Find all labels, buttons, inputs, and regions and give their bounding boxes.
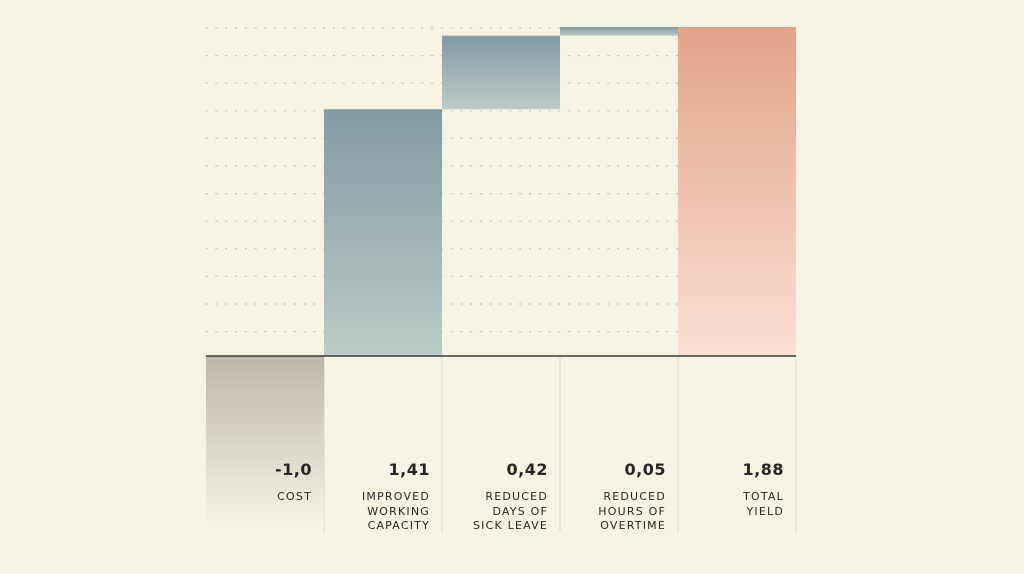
bars [206,27,796,528]
value-label: 0,05 [624,460,666,479]
bar-0 [206,356,324,528]
value-label: 1,41 [388,460,430,479]
value-label: -1,0 [275,460,312,479]
bar-1 [324,109,442,356]
value-label: 0,42 [506,460,548,479]
value-label: 1,88 [742,460,784,479]
category-label: TOTAL YIELD [743,490,784,518]
category-label: REDUCED HOURS OF OVERTIME [598,490,666,532]
bar-3 [560,27,678,36]
category-label: IMPROVED WORKING CAPACITY [361,490,430,532]
bar-2 [442,35,560,110]
category-label: COST [277,490,312,503]
category-label: REDUCED DAYS OF SICK LEAVE [473,490,548,532]
bar-4 [678,27,796,356]
